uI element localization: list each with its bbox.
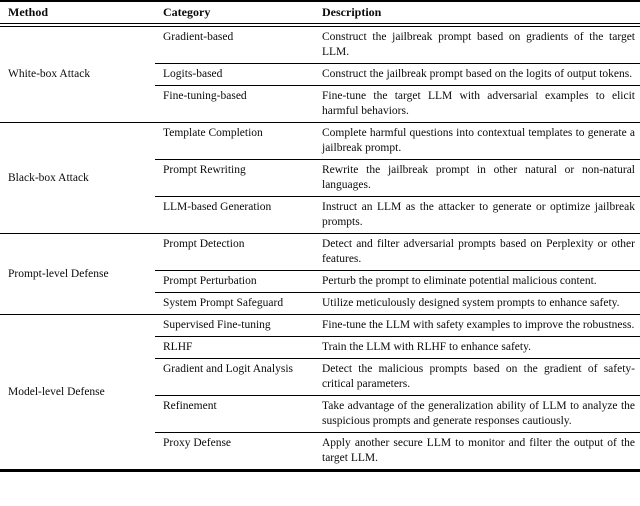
method-cell: Model-level Defense [0, 314, 155, 471]
description-cell: Train the LLM with RLHF to enhance safet… [315, 336, 640, 359]
description-cell: Instruct an LLM as the attacker to gener… [315, 196, 640, 234]
table-row: Fine-tuning-based Fine-tune the target L… [0, 85, 640, 123]
description-cell: Utilize meticulously designed system pro… [315, 292, 640, 315]
category-cell: Prompt Detection [155, 233, 315, 271]
table-row: Logits-based Construct the jailbreak pro… [0, 63, 640, 86]
category-cell: Refinement [155, 395, 315, 433]
table-row: Proxy Defense Apply another secure LLM t… [0, 432, 640, 471]
table-row: Refinement Take advantage of the general… [0, 395, 640, 433]
table-row: White-box Attack Gradient-based Construc… [0, 25, 640, 80]
table-row: Prompt Perturbation Perturb the prompt t… [0, 270, 640, 293]
table-row: System Prompt Safeguard Utilize meticulo… [0, 292, 640, 315]
category-cell: Prompt Perturbation [155, 270, 315, 293]
column-header-description: Description [315, 1, 640, 27]
description-cell: Construct the jailbreak prompt based on … [322, 31, 635, 58]
method-cell: Prompt-level Defense [0, 233, 155, 315]
taxonomy-table: Method Category Description White-box At… [0, 0, 640, 472]
description-cell: Complete harmful questions into contextu… [315, 122, 640, 160]
category-cell: System Prompt Safeguard [155, 292, 315, 315]
category-cell: Proxy Defense [155, 432, 315, 471]
table-row: LLM-based Generation Instruct an LLM as … [0, 196, 640, 234]
method-cell: White-box Attack [8, 68, 91, 80]
description-cell: Detect the malicious prompts based on th… [315, 358, 640, 396]
header-row: Method Category Description [0, 1, 640, 27]
category-cell: Template Completion [155, 122, 315, 160]
category-cell: LLM-based Generation [155, 196, 315, 234]
table-row: Prompt Rewriting Rewrite the jailbreak p… [0, 159, 640, 197]
category-cell: Supervised Fine-tuning [155, 314, 315, 337]
table-row: Model-level Defense Supervised Fine-tuni… [0, 314, 640, 471]
category-cell: Gradient-based [163, 31, 234, 43]
category-cell: RLHF [155, 336, 315, 359]
table-row: Prompt-level Defense Prompt Detection De… [0, 233, 640, 315]
description-cell: Construct the jailbreak prompt based on … [315, 63, 640, 86]
category-cell: Gradient and Logit Analysis [155, 358, 315, 396]
category-cell: Logits-based [155, 63, 315, 86]
description-cell: Fine-tune the LLM with safety examples t… [315, 314, 640, 337]
description-cell: Perturb the prompt to eliminate potentia… [315, 270, 640, 293]
description-cell: Rewrite the jailbreak prompt in other na… [315, 159, 640, 197]
table-row: Gradient and Logit Analysis Detect the m… [0, 358, 640, 396]
table-row: RLHF Train the LLM with RLHF to enhance … [0, 336, 640, 359]
description-cell: Take advantage of the generalization abi… [315, 395, 640, 433]
category-cell: Prompt Rewriting [155, 159, 315, 197]
table-row: Black-box Attack Template Completion Com… [0, 122, 640, 234]
category-cell: Fine-tuning-based [155, 85, 315, 123]
method-cell: Black-box Attack [0, 122, 155, 234]
description-cell: Detect and filter adversarial prompts ba… [315, 233, 640, 271]
description-cell: Fine-tune the target LLM with adversaria… [315, 85, 640, 123]
column-header-method: Method [0, 1, 155, 27]
description-cell: Apply another secure LLM to monitor and … [315, 432, 640, 471]
column-header-category: Category [155, 1, 315, 27]
